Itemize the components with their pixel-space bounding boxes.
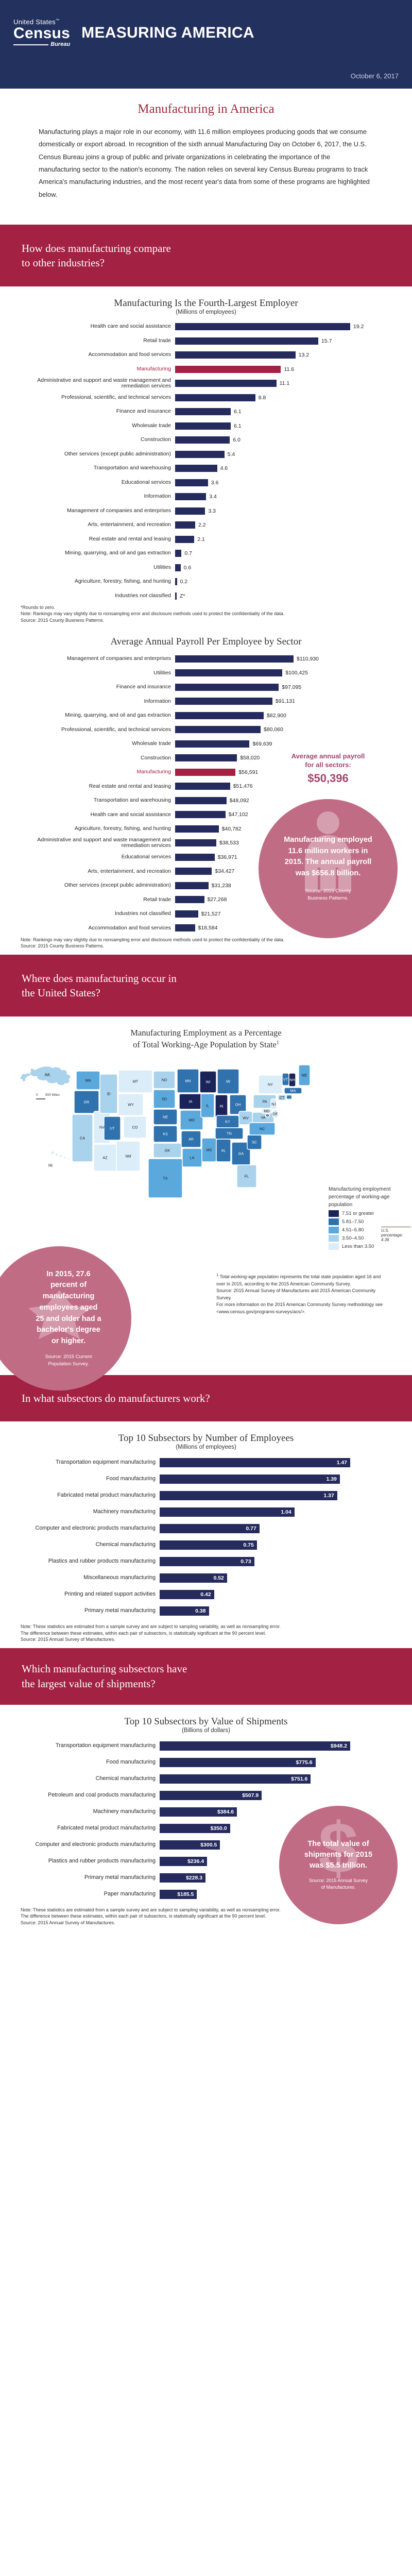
svg-text:DC: DC: [265, 1113, 270, 1117]
svg-text:KY: KY: [225, 1119, 230, 1124]
svg-text:ND: ND: [162, 1077, 167, 1082]
svg-text:LA: LA: [190, 1155, 195, 1160]
svg-text:DE: DE: [273, 1111, 278, 1116]
svg-text:CT: CT: [280, 1095, 285, 1100]
svg-text:NY: NY: [268, 1082, 273, 1087]
svg-text:MT: MT: [133, 1079, 139, 1083]
svg-text:PA: PA: [262, 1099, 267, 1104]
svg-text:NH: NH: [289, 1077, 295, 1082]
svg-text:CO: CO: [132, 1125, 138, 1129]
svg-text:AL: AL: [221, 1148, 226, 1153]
svg-text:ME: ME: [302, 1073, 307, 1077]
svg-text:NJ: NJ: [271, 1101, 276, 1106]
svg-text:AR: AR: [188, 1137, 194, 1141]
svg-text:NV: NV: [99, 1125, 105, 1129]
svg-text:SD: SD: [162, 1096, 167, 1101]
svg-text:IN: IN: [219, 1104, 223, 1108]
svg-text:WY: WY: [128, 1102, 134, 1107]
svg-text:HI: HI: [48, 1163, 53, 1168]
svg-text:MO: MO: [188, 1117, 195, 1122]
svg-text:IL: IL: [206, 1103, 209, 1108]
svg-text:NM: NM: [125, 1154, 131, 1158]
svg-text:ID: ID: [107, 1091, 110, 1096]
svg-text:MN: MN: [185, 1078, 191, 1083]
svg-text:OH: OH: [235, 1102, 241, 1107]
svg-text:GA: GA: [238, 1151, 244, 1156]
svg-text:NE: NE: [163, 1114, 168, 1119]
svg-text:SC: SC: [252, 1140, 257, 1144]
svg-text:VT: VT: [283, 1077, 288, 1081]
svg-text:KS: KS: [163, 1131, 168, 1136]
svg-text:MA: MA: [290, 1088, 296, 1093]
svg-text:0: 0: [36, 1093, 38, 1097]
svg-text:TN: TN: [227, 1131, 232, 1136]
svg-text:500 Miles: 500 Miles: [45, 1093, 60, 1097]
svg-text:WV: WV: [243, 1115, 249, 1120]
svg-text:AK: AK: [45, 1073, 50, 1077]
svg-text:FL: FL: [245, 1174, 249, 1178]
svg-text:AZ: AZ: [102, 1155, 108, 1160]
svg-text:MI: MI: [226, 1079, 230, 1083]
svg-text:UT: UT: [110, 1126, 115, 1130]
svg-text:OR: OR: [84, 1099, 90, 1104]
svg-text:TX: TX: [163, 1176, 167, 1180]
svg-text:RI: RI: [287, 1095, 291, 1099]
svg-text:IA: IA: [189, 1099, 193, 1104]
svg-text:WI: WI: [206, 1079, 211, 1084]
svg-text:MS: MS: [207, 1147, 212, 1152]
svg-text:CA: CA: [80, 1136, 85, 1140]
svg-text:NC: NC: [260, 1126, 265, 1131]
svg-text:WA: WA: [85, 1078, 91, 1082]
svg-text:OK: OK: [165, 1148, 170, 1153]
